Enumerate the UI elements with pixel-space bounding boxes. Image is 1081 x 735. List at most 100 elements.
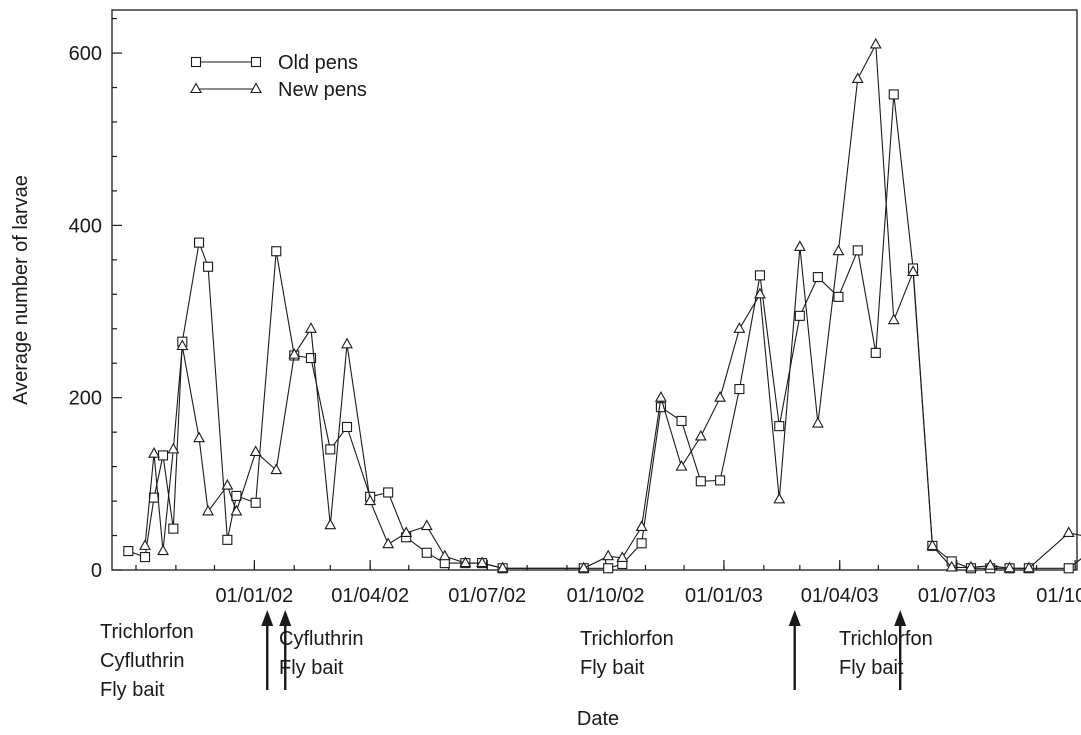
old-pens-point — [676, 415, 687, 427]
new-pens-point — [965, 560, 977, 572]
new-pens-point — [364, 494, 377, 506]
old-pens-point — [421, 547, 432, 558]
treatment-arrow-head — [788, 610, 801, 626]
legend: Old pens New pens — [190, 52, 367, 101]
old-pens-point — [222, 534, 233, 545]
new-pens-point — [851, 72, 864, 83]
y-tick-label: 200 — [69, 388, 102, 410]
new-pens-point — [832, 244, 845, 256]
new-pens-point — [382, 537, 395, 549]
x-tick-label: 01/01/03 — [685, 585, 763, 607]
new-pens-point — [869, 37, 882, 49]
new-pens-point — [148, 447, 160, 458]
old-pens-point — [271, 246, 282, 257]
new-pens-point — [400, 526, 413, 538]
treatment-label: Cyfluthrin — [100, 650, 184, 672]
new-pens-point — [230, 504, 243, 516]
legend-marker — [250, 82, 262, 94]
old-pens-point — [794, 310, 805, 321]
old-pens-point — [603, 563, 614, 574]
old-pens-point — [123, 545, 134, 557]
y-axis: 0 200 400 600 — [69, 18, 122, 582]
new-pens-point — [945, 560, 958, 572]
new-pens-point — [167, 442, 180, 454]
new-pens-point — [602, 549, 615, 561]
treatment-label: Trichlorfon — [839, 628, 933, 650]
old-pens-point — [774, 421, 785, 432]
y-tick-label: 600 — [69, 43, 102, 65]
old-pens-point — [888, 89, 899, 100]
legend-entry: Old pens — [190, 52, 358, 74]
new-pens-point — [1062, 526, 1075, 538]
old-pens-point — [655, 402, 666, 413]
legend-marker — [250, 56, 262, 68]
new-pens-point — [793, 240, 806, 251]
new-pens-point — [305, 322, 317, 333]
x-tick-label: 01/07/02 — [448, 585, 526, 607]
treatment-arrow-head — [279, 610, 292, 626]
old-pens-point — [636, 538, 647, 549]
new-pens-point — [249, 445, 262, 457]
treatment-arrow-head — [261, 610, 274, 626]
new-pens-point — [773, 492, 786, 504]
old-pens-point — [305, 353, 317, 364]
old-pens-point — [157, 450, 169, 461]
x-tick-label: 01/10/03 — [1036, 585, 1081, 607]
x-tick-label: 01/07/03 — [918, 585, 996, 607]
old-pens-point — [250, 497, 261, 508]
old-pens-point — [812, 272, 823, 283]
old-pens-point — [383, 487, 394, 498]
new-pens-point — [221, 478, 234, 490]
old-pens-point — [231, 490, 242, 501]
new-pens-point — [341, 337, 353, 349]
treatment-label: Fly bait — [839, 657, 904, 679]
old-pens-point — [194, 237, 205, 248]
treatment-annotation: Trichlorfon Cyfluthrin Fly bait — [100, 610, 274, 701]
new-pens-point — [420, 519, 433, 531]
y-axis-label: Average number of larvae — [10, 175, 32, 405]
new-pens-point — [733, 322, 746, 333]
old-pens-point — [734, 384, 745, 395]
new-pens-point — [907, 265, 919, 276]
new-pens-point — [438, 549, 451, 561]
series-new-pens — [139, 37, 1081, 573]
old-pens-point — [341, 421, 353, 433]
treatment-annotation: Trichlorfon Fly bait — [839, 610, 933, 690]
new-pens-point — [654, 391, 667, 402]
treatment-arrow-head — [894, 610, 907, 626]
legend-label: New pens — [278, 79, 367, 101]
new-pens-point — [926, 539, 939, 550]
old-pens-point — [870, 347, 881, 358]
treatment-label: Fly bait — [279, 657, 344, 679]
new-pens-point — [459, 556, 472, 568]
new-pens-point — [694, 429, 707, 441]
new-pens-point — [496, 561, 509, 573]
new-pens-point — [288, 347, 301, 359]
old-pens-point — [139, 552, 151, 563]
new-pens-point — [1022, 561, 1035, 573]
new-pens-point — [675, 459, 688, 471]
new-pens-point — [139, 539, 151, 550]
old-pens-point — [168, 523, 179, 534]
x-tick-label: 01/01/02 — [215, 585, 293, 607]
old-pens-line — [128, 94, 1081, 569]
series-layer — [123, 37, 1081, 574]
legend-marker — [190, 82, 202, 94]
old-pens-point — [852, 245, 863, 256]
treatment-annotation: Cyfluthrin Fly bait — [279, 610, 363, 690]
old-pens-point — [695, 476, 706, 487]
new-pens-point — [577, 561, 590, 573]
new-pens-point — [714, 391, 727, 402]
new-pens-point — [176, 339, 189, 351]
y-tick-label: 0 — [91, 560, 102, 582]
old-pens-point — [715, 475, 726, 486]
new-pens-point — [1003, 561, 1016, 573]
legend-entry: New pens — [190, 79, 367, 101]
series-old-pens — [123, 89, 1081, 574]
x-axis-label: Date — [577, 708, 619, 730]
new-pens-point — [202, 504, 214, 516]
old-pens-point — [754, 270, 766, 281]
new-pens-point — [476, 556, 489, 568]
treatment-label: Trichlorfon — [100, 621, 194, 643]
